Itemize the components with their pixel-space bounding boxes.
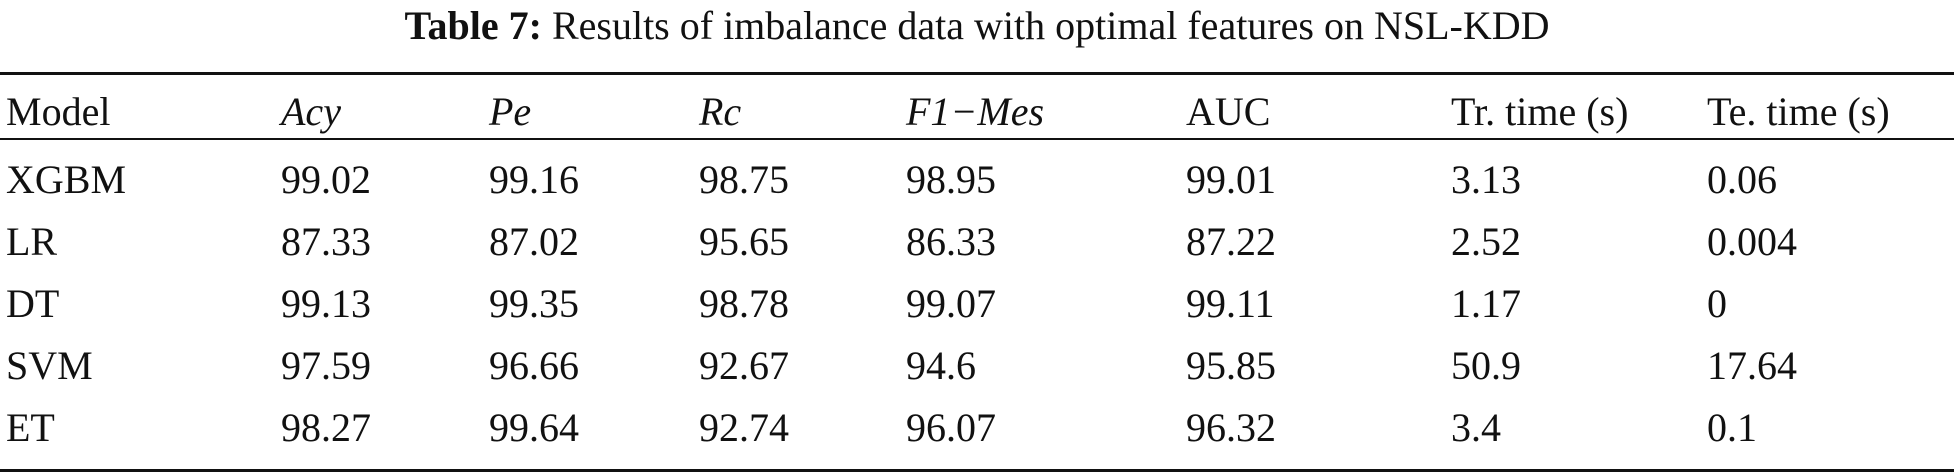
table-row: XGBM 99.02 99.16 98.75 98.95 99.01 3.13 …	[0, 140, 1954, 210]
header-model: Model	[6, 88, 111, 134]
table-row: SVM 97.59 96.66 92.67 94.6 95.85 50.9 17…	[0, 334, 1954, 396]
cell-accuracy: 97.59	[281, 342, 371, 388]
cell-precision: 99.16	[489, 156, 579, 202]
cell-auc: 95.85	[1186, 342, 1276, 388]
cell-train-time: 3.4	[1451, 404, 1501, 450]
cell-f1-measure: 94.6	[906, 342, 976, 388]
cell-test-time: 17.64	[1707, 342, 1797, 388]
cell-f1-measure: 86.33	[906, 218, 996, 264]
cell-test-time: 0	[1707, 280, 1727, 326]
bottom-rule	[0, 469, 1954, 472]
cell-recall: 98.75	[699, 156, 789, 202]
cell-auc: 99.01	[1186, 156, 1276, 202]
cell-precision: 96.66	[489, 342, 579, 388]
table-row: DT 99.13 99.35 98.78 99.07 99.11 1.17 0	[0, 272, 1954, 334]
cell-f1-measure: 99.07	[906, 280, 996, 326]
cell-precision: 87.02	[489, 218, 579, 264]
cell-model: SVM	[6, 342, 93, 388]
cell-model: LR	[6, 218, 58, 264]
cell-auc: 96.32	[1186, 404, 1276, 450]
cell-recall: 92.74	[699, 404, 789, 450]
cell-train-time: 1.17	[1451, 280, 1521, 326]
cell-precision: 99.35	[489, 280, 579, 326]
caption-label: Table 7:	[404, 3, 542, 48]
table-row: ET 98.27 99.64 92.74 96.07 96.32 3.4 0.1	[0, 396, 1954, 458]
cell-accuracy: 87.33	[281, 218, 371, 264]
header-train-time: Tr. time (s)	[1451, 88, 1629, 134]
cell-test-time: 0.06	[1707, 156, 1777, 202]
table-body: XGBM 99.02 99.16 98.75 98.95 99.01 3.13 …	[0, 140, 1954, 458]
cell-model: ET	[6, 404, 55, 450]
cell-train-time: 2.52	[1451, 218, 1521, 264]
header-precision: Pe	[489, 88, 532, 134]
cell-accuracy: 99.13	[281, 280, 371, 326]
cell-recall: 92.67	[699, 342, 789, 388]
cell-accuracy: 98.27	[281, 404, 371, 450]
cell-test-time: 0.1	[1707, 404, 1757, 450]
top-rule	[0, 72, 1954, 75]
cell-recall: 95.65	[699, 218, 789, 264]
cell-auc: 87.22	[1186, 218, 1276, 264]
header-rule	[0, 138, 1954, 140]
header-auc: AUC	[1186, 88, 1271, 134]
cell-train-time: 3.13	[1451, 156, 1521, 202]
header-test-time: Te. time (s)	[1707, 88, 1890, 134]
cell-f1-measure: 98.95	[906, 156, 996, 202]
table-row: LR 87.33 87.02 95.65 86.33 87.22 2.52 0.…	[0, 210, 1954, 272]
cell-accuracy: 99.02	[281, 156, 371, 202]
cell-f1-measure: 96.07	[906, 404, 996, 450]
header-f1-measure: F1−Mes	[906, 88, 1045, 134]
cell-recall: 98.78	[699, 280, 789, 326]
cell-model: DT	[6, 280, 60, 326]
table-caption: Table 7: Results of imbalance data with …	[0, 0, 1954, 52]
table-header: Model Acy Pe Rc F1−Mes AUC Tr. time (s) …	[0, 82, 1954, 140]
header-row: Model Acy Pe Rc F1−Mes AUC Tr. time (s) …	[0, 82, 1954, 140]
cell-precision: 99.64	[489, 404, 579, 450]
header-accuracy: Acy	[281, 88, 341, 134]
header-recall: Rc	[699, 88, 742, 134]
cell-auc: 99.11	[1186, 280, 1275, 326]
cell-train-time: 50.9	[1451, 342, 1521, 388]
cell-model: XGBM	[6, 156, 127, 202]
cell-test-time: 0.004	[1707, 218, 1797, 264]
results-table: Model Acy Pe Rc F1−Mes AUC Tr. time (s) …	[0, 82, 1954, 458]
caption-text: Results of imbalance data with optimal f…	[551, 3, 1550, 48]
